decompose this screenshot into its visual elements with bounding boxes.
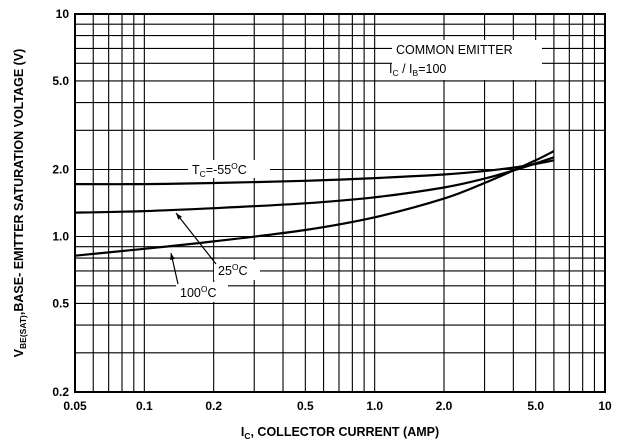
label-tc-minus55: TC=-55OC (192, 161, 247, 179)
xlabel-rest: , COLLECTOR CURRENT (AMP) (250, 425, 439, 439)
lab1-mid: 25 (218, 264, 232, 278)
label-100c: 100OC (180, 284, 217, 300)
lab0-pre: T (192, 163, 200, 177)
lab0-mid: =-55 (206, 163, 231, 177)
y-tick-labels: 0.2 0.5 1.0 2.0 5.0 10 (52, 7, 69, 399)
x-tick-label: 0.05 (63, 399, 87, 413)
curve-25c (74, 156, 555, 214)
lab0-sub: C (200, 169, 206, 179)
ylabel-rest: ,BASE- EMITTER SATURATION VOLTAGE (V) (12, 49, 26, 315)
x-tick-label: 5.0 (527, 399, 544, 413)
ann2-mid: / I (399, 62, 413, 76)
x-tick-label: 1.0 (366, 399, 383, 413)
x-tick-label: 10 (598, 399, 612, 413)
y-tick-label: 0.2 (52, 385, 69, 399)
ann2-rest: =100 (418, 62, 446, 76)
lab0-post: C (238, 163, 247, 177)
y-tick-label: 10 (56, 7, 70, 21)
x-tick-label: 0.1 (136, 399, 153, 413)
x-tick-label: 2.0 (436, 399, 453, 413)
lab1-post: C (239, 264, 248, 278)
curve-100c (74, 150, 555, 257)
xlabel-main: I (241, 425, 244, 439)
lab1-sup: O (232, 262, 239, 272)
annotation-ic-ib: IC / IB=100 (389, 62, 446, 78)
annotation-common-emitter: COMMON EMITTER (396, 43, 513, 57)
curves (74, 150, 555, 257)
label-100-background (176, 282, 228, 302)
arrow-25c (175, 212, 217, 265)
y-tick-label: 2.0 (52, 163, 69, 177)
lab2-sup: O (201, 284, 208, 294)
lab0-sup: O (231, 161, 238, 171)
label-minus55-background (188, 160, 270, 178)
ylabel-sub: BE(SAT) (18, 315, 28, 349)
ann2-i: I (389, 62, 392, 76)
label-25-background (214, 260, 260, 280)
lab2-mid: 100 (180, 286, 201, 300)
ann2-c-sub: C (392, 68, 398, 78)
plot-frame (74, 13, 606, 393)
annotation-background (392, 40, 542, 80)
lab2-post: C (207, 286, 216, 300)
arrow-100c-head (170, 253, 175, 260)
y-axis-label: VBE(SAT),BASE- EMITTER SATURATION VOLTAG… (12, 49, 28, 358)
x-tick-label: 0.5 (297, 399, 314, 413)
arrow-25c-head (176, 213, 182, 220)
x-tick-label: 0.2 (205, 399, 222, 413)
label-25c: 25OC (218, 262, 248, 278)
ann2-b-sub: B (413, 68, 419, 78)
ylabel-main: V (12, 348, 26, 357)
y-tick-label: 1.0 (52, 229, 69, 243)
y-tick-label: 0.5 (52, 296, 69, 310)
x-axis-label: IC, COLLECTOR CURRENT (AMP) (241, 425, 439, 441)
x-tick-labels: 0.05 0.1 0.2 0.5 1.0 2.0 5.0 10 (63, 399, 612, 413)
y-tick-label: 5.0 (52, 74, 69, 88)
xlabel-sub: C (244, 431, 250, 441)
label-arrows (170, 212, 217, 285)
